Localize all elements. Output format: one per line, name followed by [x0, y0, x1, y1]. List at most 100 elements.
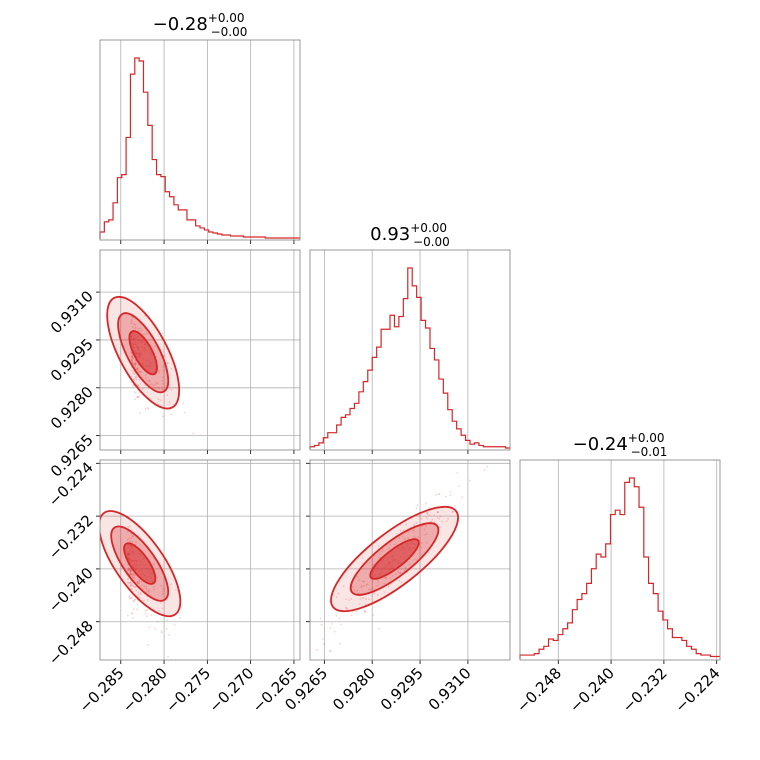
sample-point: [358, 592, 360, 594]
sample-point: [359, 598, 362, 601]
sample-point: [161, 592, 164, 595]
sample-point: [148, 626, 151, 628]
sample-point: [417, 536, 420, 538]
sample-point: [153, 588, 155, 590]
sample-point: [376, 594, 379, 597]
sample-point: [161, 376, 164, 379]
sample-point: [126, 538, 129, 541]
sample-point: [136, 368, 139, 371]
sample-point: [135, 375, 138, 378]
sample-point: [168, 400, 171, 403]
sample-point: [404, 566, 407, 569]
panel-frame: [99, 249, 301, 451]
sample-point: [131, 362, 134, 364]
sample-point: [164, 355, 166, 357]
sample-point: [139, 412, 141, 414]
sample-point: [127, 526, 130, 528]
sample-point: [420, 542, 423, 544]
sample-point: [158, 609, 160, 612]
sample-point: [160, 584, 163, 587]
sample-point: [454, 505, 456, 507]
sample-point: [331, 623, 333, 625]
sample-point: [368, 598, 370, 601]
sample-point: [134, 326, 137, 329]
sample-point: [126, 581, 129, 584]
sample-point: [483, 469, 486, 471]
sample-point: [335, 596, 338, 599]
sample-point: [129, 583, 132, 586]
sample-point: [364, 611, 367, 613]
sample-point: [132, 362, 135, 365]
sample-point: [134, 327, 137, 330]
sample-point: [129, 573, 132, 576]
sample-point: [348, 599, 351, 601]
sample-point: [129, 570, 132, 572]
sample-point: [134, 586, 137, 589]
sample-point: [397, 571, 400, 574]
sample-point: [134, 599, 137, 601]
sample-point: [148, 397, 151, 399]
sample-point: [128, 596, 131, 599]
sample-point: [147, 592, 150, 594]
sample-point: [449, 494, 452, 496]
sample-point: [136, 396, 139, 399]
sample-point: [133, 586, 136, 588]
sample-point: [168, 634, 171, 636]
sample-point: [449, 491, 452, 493]
histogram-0: [99, 57, 300, 239]
sample-point: [129, 573, 132, 575]
sample-point: [135, 362, 137, 365]
histogram-line: [99, 57, 300, 239]
sample-point: [394, 573, 397, 576]
sample-point: [173, 624, 176, 626]
sample-point: [131, 576, 134, 579]
sample-point: [132, 535, 134, 538]
sample-point: [384, 577, 386, 579]
sample-point: [130, 588, 133, 590]
density-panel-0-1: [106, 295, 195, 435]
sample-point: [126, 578, 129, 580]
sample-point: [167, 655, 170, 658]
sample-point: [129, 597, 131, 600]
sample-point: [405, 523, 408, 526]
sample-point: [433, 514, 436, 516]
title-lower: −0.00: [211, 25, 248, 39]
sample-point: [399, 572, 402, 574]
sample-point: [415, 522, 418, 524]
sample-point: [132, 316, 134, 319]
sample-point: [130, 359, 133, 361]
sample-point: [441, 520, 443, 523]
sample-point: [378, 553, 381, 555]
sample-point: [137, 594, 140, 596]
sample-point: [149, 383, 152, 386]
x-tick-label: −0.240: [566, 664, 618, 716]
sample-point: [400, 581, 403, 584]
sample-point: [338, 617, 341, 620]
sample-point: [376, 579, 379, 581]
sample-point: [137, 384, 140, 387]
sample-point: [403, 529, 405, 531]
sample-point: [148, 379, 151, 382]
sample-point: [377, 581, 380, 583]
sample-point: [133, 398, 136, 401]
sample-point: [461, 496, 464, 498]
sample-point: [131, 541, 134, 544]
sample-point: [154, 627, 156, 630]
sample-point: [144, 384, 147, 387]
sample-point: [131, 356, 133, 359]
sample-point: [151, 383, 154, 386]
sample-point: [377, 545, 380, 547]
sample-point: [130, 573, 133, 576]
sample-point: [320, 623, 323, 626]
sample-point: [144, 374, 147, 376]
sample-point: [132, 572, 135, 575]
sample-point: [136, 368, 139, 371]
sample-point: [170, 388, 173, 391]
sample-point: [409, 563, 411, 566]
panel-frame: [99, 459, 301, 661]
sample-point: [351, 586, 354, 588]
sample-point: [144, 377, 147, 379]
sample-point: [401, 535, 404, 538]
panel-frame: [309, 459, 511, 661]
